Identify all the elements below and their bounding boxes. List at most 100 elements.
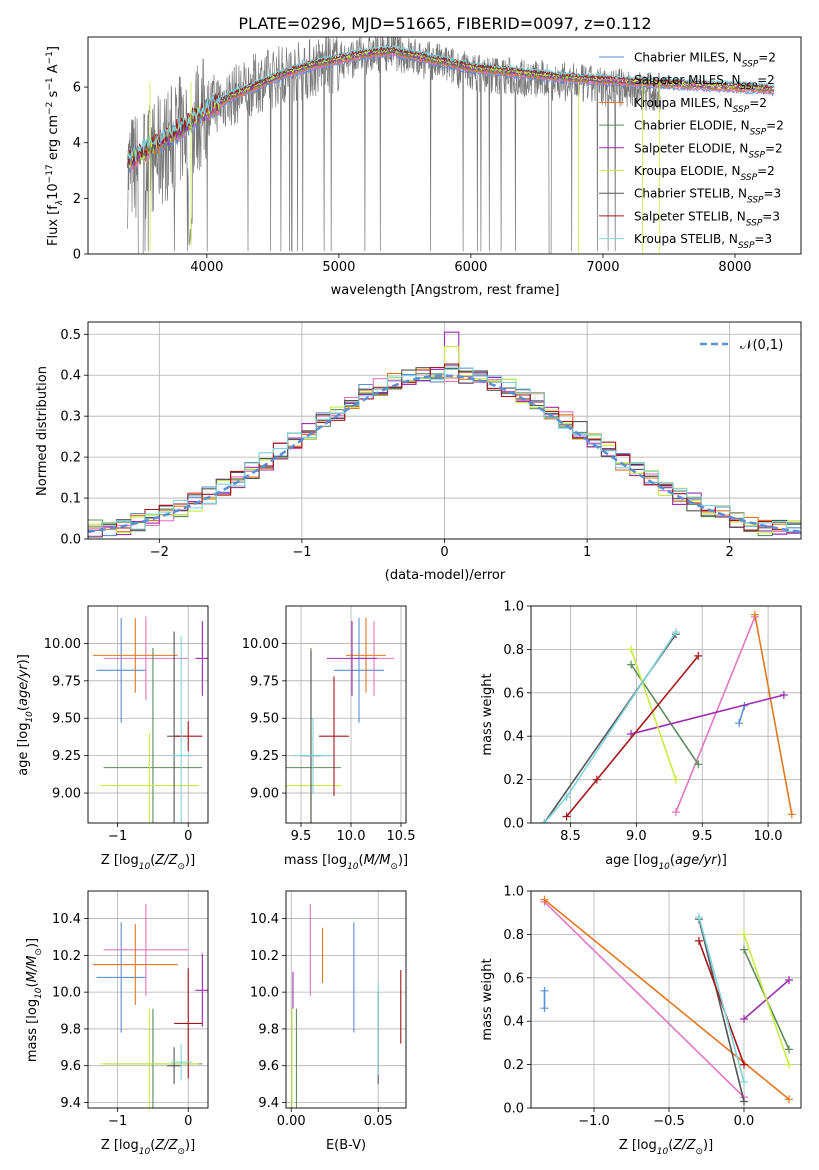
errorbar-point [174, 721, 203, 752]
label-part: 10 [46, 183, 61, 200]
y-tick-label: 10.4 [52, 912, 81, 927]
label-part: ⊙ [695, 1147, 703, 1157]
label-part: =2 [757, 164, 775, 178]
mass-vs-EBV-x-label: E(B-V) [326, 1138, 366, 1153]
y-tick-label: 0.2 [60, 451, 81, 466]
y-tick-label: 9.8 [60, 1022, 81, 1037]
label-part: 10 [657, 1147, 669, 1157]
weight-marker [695, 913, 703, 922]
label-part: ⊙ [34, 948, 44, 956]
label-part: ⊙ [177, 862, 185, 872]
x-tick-label: 4000 [190, 260, 223, 275]
mass-vs-Z-x-label: Z [log10(Z/Z⊙)] [101, 1138, 195, 1157]
errorbar-point [170, 635, 192, 823]
weight-line [630, 649, 677, 780]
axes-frame [87, 605, 209, 824]
weight-vs-Z-x-label: Z [log10(Z/Z⊙)] [619, 1138, 713, 1157]
label-part: SSP [746, 218, 763, 228]
weight-marker [627, 660, 636, 669]
label-part: Kroupa ELODIE, N [634, 164, 741, 178]
weight-vs-age-x-label: age [log10(age/yr)] [605, 853, 727, 872]
label-part: )] [185, 1138, 195, 1153]
weight-marker [540, 895, 549, 904]
label-part: M/M [25, 956, 40, 983]
label-part: M/M [364, 853, 391, 868]
residual-y-label: Normed distribution [35, 366, 50, 496]
label-part: 10 [25, 711, 35, 723]
label-part: SSP [738, 241, 755, 251]
x-tick-label: −1.0 [578, 1114, 610, 1129]
label-part: Salpeter MILES, N [634, 73, 741, 87]
label-part: age/yr [16, 663, 31, 706]
weight-line [743, 934, 790, 1065]
y-tick-label: 0.0 [503, 1102, 524, 1117]
legend-label: Salpeter STELIB, NSSP=3 [634, 209, 780, 228]
x-tick-label: 10.0 [337, 829, 366, 844]
y-tick-label: 9.8 [258, 1022, 279, 1037]
y-tick-label: 10.00 [242, 637, 279, 652]
label-part: 10 [658, 862, 670, 872]
label-part: )] [398, 853, 408, 868]
errorbar-point [167, 1047, 182, 1085]
label-part: ( [359, 853, 364, 868]
label-part: s [46, 90, 61, 101]
errorbar-point [100, 1008, 199, 1108]
label-part: SSP [741, 82, 758, 92]
weight-marker [694, 651, 703, 660]
axes-frame [530, 605, 802, 824]
weight-marker [735, 719, 744, 728]
errorbar-point [103, 903, 189, 996]
y-tick-label: 6 [73, 81, 81, 96]
weight-marker [785, 1045, 793, 1054]
y-tick-label: 0.8 [503, 643, 524, 658]
residual-axes: −2 −1 0 1 2 0.0 0.1 0.2 0.3 0.4 0.5 [60, 321, 802, 560]
spectrum-axes: 4000 5000 6000 7000 8000 0 2 4 6 [73, 36, 802, 275]
y-tick-label: 1.0 [503, 885, 524, 900]
label-part: SSP [748, 150, 765, 160]
x-tick-label: 2 [726, 545, 734, 560]
label-part: =2 [766, 119, 784, 133]
errorbar-point [96, 922, 146, 1033]
weight-marker [671, 808, 680, 817]
errorbar-point [92, 617, 178, 693]
label-part: Flux [f [46, 205, 61, 246]
y-tick-label: 0.6 [503, 971, 524, 986]
legend-label: Salpeter ELODIE, NSSP=2 [634, 141, 783, 160]
label-part: =2 [758, 51, 776, 65]
y-tick-label: 0.1 [60, 492, 81, 507]
errorbar-point [100, 733, 199, 823]
errorbar-point [319, 676, 349, 797]
x-tick-label: 6000 [454, 260, 487, 275]
x-tick-label: 0 [184, 829, 192, 844]
weight-marker [779, 690, 788, 699]
weight-marker [562, 792, 571, 801]
label-part: )] [16, 654, 31, 664]
legend-label: Kroupa MILES, NSSP=2 [634, 96, 767, 115]
legend-label: Kroupa ELODIE, NSSP=2 [634, 164, 775, 183]
spectrum-x-label: wavelength [Angstrom, rest frame] [331, 283, 560, 298]
mass-vs-Z-y-label: mass [log10(M/M⊙)] [25, 938, 44, 1062]
x-tick-label: 7000 [586, 260, 619, 275]
histogram-step [88, 367, 801, 533]
label-part: Chabrier ELODIE, N [634, 119, 750, 133]
weight-marker [750, 610, 759, 619]
axes-frame [87, 890, 209, 1109]
label-part: Chabrier MILES, N [634, 51, 742, 65]
x-tick-label: −1 [292, 545, 311, 560]
label-part: Z/Z [154, 1138, 178, 1153]
weight-line [738, 705, 746, 724]
label-part: Chabrier STELIB, N [634, 187, 747, 201]
plot-area [92, 903, 208, 1108]
y-tick-label: 0.2 [503, 773, 524, 788]
y-tick-label: 10.00 [44, 637, 81, 652]
x-tick-label: −1 [108, 829, 127, 844]
label-part: 10 [347, 862, 359, 872]
weight-marker [785, 1095, 793, 1104]
plot-area [291, 903, 402, 1108]
y-tick-label: 9.00 [250, 787, 279, 802]
x-tick-label: 0 [184, 1114, 192, 1129]
errorbar-point [293, 718, 333, 794]
x-tick-label: 9.0 [626, 829, 647, 844]
plot-area [540, 895, 793, 1106]
weight-marker [740, 1060, 748, 1069]
